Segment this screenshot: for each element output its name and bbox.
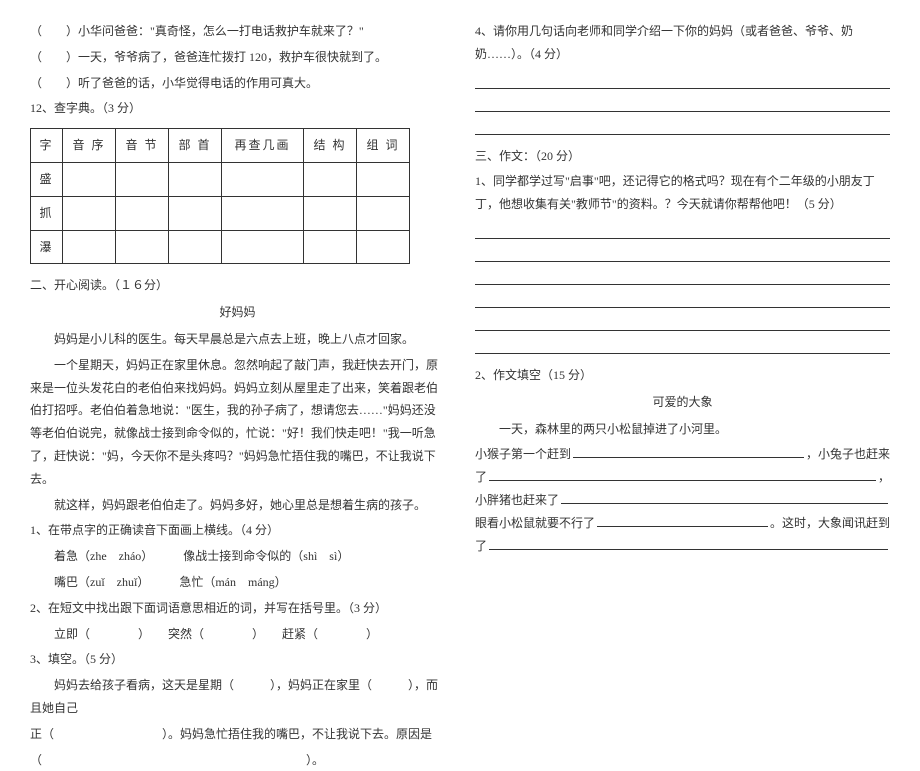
story-line-6: 了	[475, 535, 890, 558]
reading-q2a: 立即（ ） 突然（ ） 赶紧（ ）	[30, 623, 445, 646]
reading-q4: 4、请你用几句话向老师和同学介绍一下你的妈妈（或者爸爸、爷爷、奶奶……）。（4 …	[475, 20, 890, 66]
th-yinjie: 音 节	[115, 129, 168, 163]
blank-line[interactable]	[475, 92, 890, 112]
fill-blank[interactable]	[489, 536, 888, 550]
ordering-line-2: （ ）一天，爷爷病了，爸爸连忙拨打 120，救护车很快就到了。	[30, 46, 445, 69]
reading-title: 好妈妈	[30, 301, 445, 324]
story-s5a: 眼看小松鼠就要不行了	[475, 512, 595, 535]
blank-line[interactable]	[475, 69, 890, 89]
reading-q2: 2、在短文中找出跟下面词语意思相近的词，并写在括号里。（3 分）	[30, 597, 445, 620]
story-s5b: 。这时，大象闻讯赶到	[770, 512, 890, 535]
table-row: 瀑	[31, 230, 410, 264]
table-row: 抓	[31, 196, 410, 230]
para-1: 妈妈是小儿科的医生。每天早晨总是六点去上班，晚上八点才回家。	[30, 328, 445, 351]
q12-title: 12、查字典。（3 分）	[30, 97, 445, 120]
dictionary-table: 字 音 序 音 节 部 首 再查几画 结 构 组 词 盛 抓 瀑	[30, 128, 410, 264]
blank-line[interactable]	[475, 265, 890, 285]
th-yinxu: 音 序	[63, 129, 116, 163]
th-zuci: 组 词	[356, 129, 409, 163]
th-jiegou: 结 构	[303, 129, 356, 163]
char-zhua: 抓	[31, 196, 63, 230]
fill-blank[interactable]	[561, 490, 888, 504]
blank-line[interactable]	[475, 334, 890, 354]
composition-q2: 2、作文填空（15 分）	[475, 364, 890, 387]
blank-line[interactable]	[475, 242, 890, 262]
blank-line[interactable]	[475, 115, 890, 135]
reading-q1: 1、在带点字的正确读音下面画上横线。（4 分）	[30, 519, 445, 542]
fill-blank[interactable]	[573, 444, 804, 458]
story-line-2: 小猴子第一个赶到 ，小兔子也赶来	[475, 443, 890, 466]
th-bushou: 部 首	[168, 129, 221, 163]
reading-q1b: 嘴巴（zuǐ zhuǐ） 急忙（mán máng）	[30, 571, 445, 594]
story-s3b: ，	[878, 466, 890, 489]
fill-blank[interactable]	[489, 467, 876, 481]
story-s6: 了	[475, 535, 487, 558]
reading-q3c: （ ）。	[30, 749, 445, 771]
para-3: 就这样，妈妈跟老伯伯走了。妈妈多好，她心里总是想着生病的孩子。	[30, 494, 445, 517]
char-sheng: 盛	[31, 162, 63, 196]
reading-q3: 3、填空。（5 分）	[30, 648, 445, 671]
th-char: 字	[31, 129, 63, 163]
table-row: 盛	[31, 162, 410, 196]
fill-blank[interactable]	[597, 513, 768, 527]
story-s4: 小胖猪也赶来了	[475, 489, 559, 512]
ordering-line-3: （ ）听了爸爸的话，小华觉得电话的作用可真大。	[30, 72, 445, 95]
ordering-line-1: （ ）小华问爸爸："真奇怪，怎么一打电话救护车就来了？"	[30, 20, 445, 43]
story-line-3: 了 ，	[475, 466, 890, 489]
section-2-title: 二、开心阅读。（１６分）	[30, 274, 445, 297]
composition-q1: 1、同学都学过写"启事"吧，还记得它的格式吗？现在有个二年级的小朋友丁丁，他想收…	[475, 170, 890, 216]
story-line-1: 一天，森林里的两只小松鼠掉进了小河里。	[475, 418, 890, 441]
reading-q3a: 妈妈去给孩子看病，这天是星期（ ），妈妈正在家里（ ），而且她自己	[30, 674, 445, 720]
blank-line[interactable]	[475, 311, 890, 331]
composition-title: 可爱的大象	[475, 391, 890, 414]
section-3-title: 三、作文：（20 分）	[475, 145, 890, 168]
reading-q3b: 正（ ）。妈妈急忙捂住我的嘴巴，不让我说下去。原因是	[30, 723, 445, 746]
reading-q1a: 着急（zhe zháo） 像战士接到命令似的（shì sì）	[30, 545, 445, 568]
story-s2a: 小猴子第一个赶到	[475, 443, 571, 466]
blank-line[interactable]	[475, 288, 890, 308]
para-2: 一个星期天，妈妈正在家里休息。忽然响起了敲门声，我赶快去开门，原来是一位头发花白…	[30, 354, 445, 491]
story-line-4: 小胖猪也赶来了	[475, 489, 890, 512]
char-pu: 瀑	[31, 230, 63, 264]
story-line-5: 眼看小松鼠就要不行了 。这时，大象闻讯赶到	[475, 512, 890, 535]
blank-line[interactable]	[475, 219, 890, 239]
story-s3a: 了	[475, 466, 487, 489]
th-zaicha: 再查几画	[221, 129, 303, 163]
story-s2b: ，小兔子也赶来	[806, 443, 890, 466]
